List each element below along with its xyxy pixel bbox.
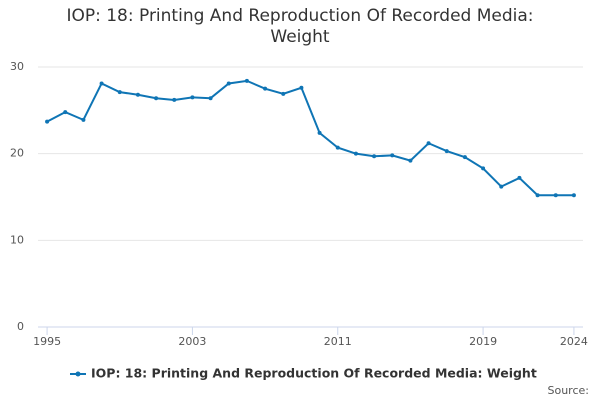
data-point [462,155,467,160]
data-point [390,153,395,158]
data-point [517,175,522,180]
data-point [535,193,540,198]
data-point [244,78,249,83]
data-point [571,193,576,198]
data-point [154,96,159,101]
data-point [99,81,104,86]
data-point [226,81,231,86]
x-tick-label: 2019 [469,335,497,348]
data-point [263,86,268,91]
data-point [117,90,122,95]
series-line [46,79,574,197]
legend-label: IOP: 18: Printing And Reproduction Of Re… [91,366,537,381]
x-tick-label: 2003 [178,335,206,348]
data-point [372,154,377,159]
y-tick-label: 0 [17,320,24,333]
data-point [353,151,358,156]
x-tick-label: 1995 [33,335,61,348]
x-tick-label: 2024 [560,335,588,348]
data-point [444,149,449,154]
legend-marker [75,371,81,377]
data-point [135,92,140,97]
data-point [335,145,340,150]
data-point [172,97,177,102]
data-point [208,96,213,101]
data-point [426,141,431,146]
chart-title: IOP: 18: Printing And Reproduction Of Re… [66,6,534,47]
data-point [481,166,486,171]
y-tick-label: 30 [10,60,24,73]
y-tick-label: 10 [10,233,24,246]
source-label: Source: [548,384,590,397]
data-point [553,193,558,198]
y-tick-label: 20 [10,147,24,160]
data-point [81,117,86,122]
data-point [63,110,68,115]
data-point [190,95,195,100]
data-point [408,158,413,163]
data-point [299,85,304,90]
x-tick-label: 2011 [324,335,352,348]
data-point [499,184,504,189]
data-point [45,119,50,124]
data-point [281,91,286,96]
data-point [317,130,322,135]
